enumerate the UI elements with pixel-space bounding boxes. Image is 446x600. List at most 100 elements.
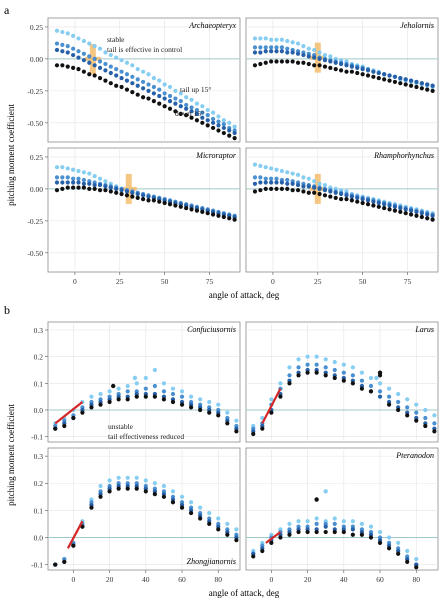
data-point bbox=[108, 81, 113, 86]
data-point bbox=[403, 77, 408, 82]
data-point bbox=[225, 421, 230, 426]
facet-title: Microraptor bbox=[195, 151, 237, 160]
data-point bbox=[92, 182, 97, 188]
x-tick-label: 80 bbox=[215, 575, 223, 584]
data-point bbox=[290, 181, 295, 186]
data-point bbox=[103, 61, 108, 67]
data-point bbox=[350, 381, 355, 386]
data-point bbox=[274, 167, 279, 172]
x-tick-label: 50 bbox=[359, 277, 367, 286]
data-point bbox=[396, 540, 401, 545]
data-point bbox=[258, 163, 263, 168]
data-point bbox=[184, 95, 189, 100]
data-point bbox=[114, 83, 119, 88]
data-point bbox=[252, 63, 258, 68]
y-tick-label: 0.3 bbox=[34, 452, 44, 461]
data-point bbox=[405, 548, 410, 554]
series-4-points bbox=[251, 529, 419, 570]
data-point bbox=[157, 87, 162, 92]
data-point bbox=[65, 50, 70, 55]
data-point bbox=[189, 109, 194, 114]
data-point bbox=[405, 413, 410, 418]
data-point bbox=[114, 186, 119, 192]
data-point bbox=[360, 67, 365, 72]
data-point bbox=[359, 521, 365, 527]
data-point bbox=[89, 505, 94, 510]
data-point bbox=[227, 120, 232, 125]
annotation-tail-effective: tail is effective in control bbox=[107, 45, 182, 54]
data-point bbox=[205, 123, 210, 128]
data-point bbox=[360, 200, 365, 206]
data-point bbox=[216, 413, 221, 418]
facet-b-larus: Larus bbox=[245, 321, 439, 443]
data-point bbox=[81, 69, 86, 74]
data-point bbox=[423, 415, 428, 421]
data-point bbox=[301, 60, 306, 65]
data-point bbox=[161, 494, 167, 499]
data-point bbox=[386, 394, 392, 399]
y-tick-label: 0.0 bbox=[34, 406, 44, 415]
data-point bbox=[269, 45, 274, 50]
data-point bbox=[200, 104, 205, 109]
data-point bbox=[107, 478, 112, 483]
data-point bbox=[419, 214, 424, 220]
data-point bbox=[76, 55, 81, 60]
data-point bbox=[189, 115, 194, 120]
panel-b-facets: Confuciusornis 0.3 0.2 0.1 0.0 -0.1 Larus Zhong… bbox=[31, 321, 439, 584]
data-point bbox=[135, 92, 140, 97]
data-point bbox=[162, 104, 167, 109]
data-point bbox=[376, 70, 381, 76]
data-point bbox=[135, 195, 140, 200]
data-point bbox=[263, 165, 268, 170]
data-point bbox=[125, 486, 130, 491]
data-point bbox=[92, 63, 97, 68]
series-4-points bbox=[54, 63, 237, 141]
series-2-points bbox=[251, 362, 437, 431]
data-point bbox=[414, 84, 419, 90]
x-tick-label: 80 bbox=[413, 575, 421, 584]
data-point bbox=[371, 203, 376, 208]
data-point bbox=[134, 394, 139, 399]
series-1-points bbox=[53, 367, 239, 426]
data-point bbox=[103, 50, 108, 55]
facet-background bbox=[245, 447, 439, 571]
data-point bbox=[252, 36, 258, 41]
data-point bbox=[314, 362, 319, 367]
data-point bbox=[396, 391, 401, 397]
data-point bbox=[234, 527, 239, 532]
data-point bbox=[232, 217, 237, 222]
data-point bbox=[92, 44, 97, 49]
data-point bbox=[290, 40, 295, 45]
data-point bbox=[125, 475, 130, 480]
data-point bbox=[125, 389, 130, 394]
data-point bbox=[97, 75, 103, 81]
data-point bbox=[382, 77, 387, 82]
data-point bbox=[359, 370, 365, 375]
data-point bbox=[87, 54, 92, 59]
data-point bbox=[285, 177, 290, 183]
data-point bbox=[263, 176, 268, 181]
y-tick-label: 0.00 bbox=[30, 55, 43, 64]
data-point bbox=[269, 186, 274, 192]
data-point bbox=[432, 421, 437, 426]
annotation-tail-up: tail up 15° bbox=[180, 85, 211, 94]
data-point bbox=[287, 532, 292, 537]
data-point bbox=[274, 59, 279, 64]
data-point bbox=[414, 213, 419, 218]
data-point bbox=[89, 405, 94, 410]
y-tick-label: 0.2 bbox=[34, 353, 44, 362]
data-point bbox=[382, 205, 387, 211]
data-point bbox=[173, 109, 178, 114]
y-tick-label: 0.25 bbox=[30, 153, 43, 162]
data-point bbox=[314, 529, 319, 535]
x-tick-label: 40 bbox=[142, 575, 150, 584]
series-2-points bbox=[54, 41, 237, 133]
data-point bbox=[87, 171, 92, 176]
data-point bbox=[173, 88, 178, 93]
data-point bbox=[65, 166, 70, 171]
data-point bbox=[312, 55, 317, 60]
data-point bbox=[377, 540, 383, 545]
data-point bbox=[151, 84, 156, 90]
data-point bbox=[210, 212, 216, 217]
data-point bbox=[194, 118, 200, 123]
